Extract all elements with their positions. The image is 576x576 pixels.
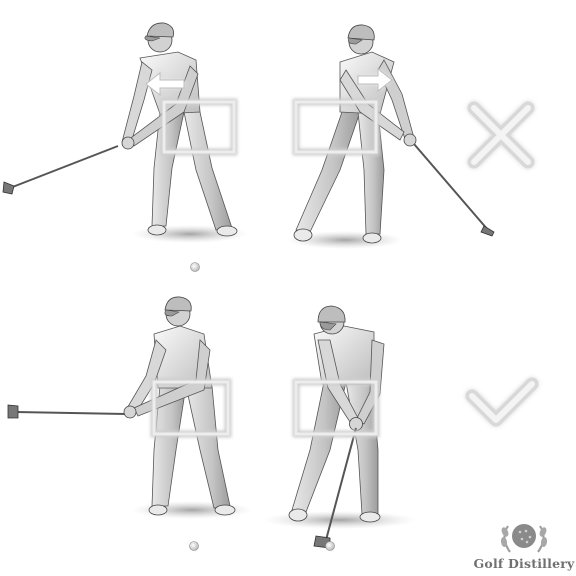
shoe: [362, 232, 382, 244]
cap-visor: [319, 321, 337, 331]
club-head: [7, 404, 19, 419]
hip-position-box: [160, 98, 238, 156]
hip-position-box: [150, 378, 232, 438]
golf-ball: [190, 262, 200, 272]
hands: [403, 133, 417, 147]
golf-club: [15, 411, 127, 415]
right-leg: [183, 111, 233, 231]
arm: [355, 339, 385, 425]
golf-club: [413, 143, 489, 231]
golfer-bottom-right: [264, 305, 416, 549]
golf-club: [9, 145, 119, 189]
cap: [146, 22, 174, 38]
checkmark-icon: [465, 377, 539, 427]
hands: [123, 405, 137, 419]
cross-icon: [467, 101, 535, 169]
golfer-top-left: [2, 22, 248, 243]
right-arrow-icon: [357, 67, 393, 93]
shoe: [359, 511, 381, 523]
brand-name: Golf Distillery: [473, 556, 575, 571]
golf-ball: [325, 541, 335, 551]
golf-ball: [189, 541, 199, 551]
cap-visor: [144, 35, 161, 42]
shoe: [214, 504, 236, 516]
shoe: [293, 228, 313, 242]
golf-club: [325, 427, 357, 541]
left-arrow-icon: [145, 71, 185, 97]
left-leg: [295, 111, 361, 233]
ground-shadow: [264, 511, 416, 529]
hands: [121, 136, 135, 150]
cap: [347, 24, 375, 41]
golfer-top-right: [287, 24, 495, 249]
right-leg: [357, 111, 385, 235]
shoe: [147, 224, 167, 236]
club-head: [480, 225, 495, 237]
cap: [317, 305, 346, 323]
shoe: [148, 504, 168, 516]
cap-visor: [164, 309, 180, 317]
club-head: [2, 181, 15, 195]
hip-position-box: [292, 98, 380, 156]
hip-position-box: [292, 378, 380, 438]
shoe: [216, 225, 238, 237]
shoe: [288, 508, 308, 522]
cap: [164, 296, 192, 312]
right-leg: [185, 385, 231, 509]
golf-ball-laurel-icon: [500, 524, 548, 553]
golfer-bottom-left: [7, 296, 252, 519]
cap-visor: [348, 37, 363, 45]
